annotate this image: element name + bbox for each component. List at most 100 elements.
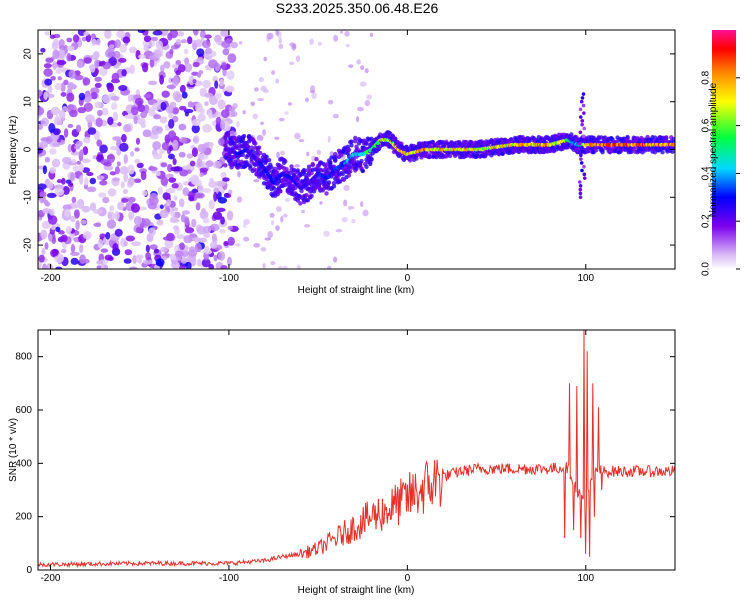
noise-cell [199, 88, 207, 93]
noise-cell [54, 187, 65, 196]
noise-cell [128, 211, 135, 220]
ridge-cell [339, 152, 344, 158]
noise-cell [199, 167, 209, 173]
noise-cell [154, 49, 162, 58]
ridge-cell [241, 133, 247, 139]
noise-cell [73, 145, 81, 150]
noise-cell [226, 256, 233, 267]
y-tick-label: -10 [23, 190, 34, 205]
ridge-cell [582, 126, 587, 131]
noise-cell [195, 202, 201, 211]
noise-cell [60, 92, 67, 97]
noise-cell [202, 79, 211, 89]
noise-cell [141, 189, 148, 197]
ridge-cell [266, 157, 272, 163]
noise-cell [173, 225, 179, 230]
noise-cell [230, 41, 239, 49]
noise-cell [58, 230, 65, 235]
noise-cell [145, 244, 150, 253]
noise-cell [128, 266, 138, 269]
noise-cell [179, 242, 185, 251]
noise-cell [98, 192, 107, 198]
noise-cell [133, 216, 142, 226]
noise-cell [250, 101, 255, 106]
noise-cell [176, 234, 186, 240]
noise-cell [69, 215, 76, 223]
noise-cell [169, 30, 179, 39]
ridge-cell [353, 139, 358, 144]
noise-cell [78, 175, 84, 185]
noise-cell [294, 132, 301, 140]
noise-cell [275, 206, 282, 212]
noise-cell [174, 92, 183, 103]
noise-cell [71, 196, 77, 204]
noise-cell [316, 149, 321, 156]
noise-cell [114, 166, 120, 175]
noise-cell [42, 208, 52, 214]
ridge-cell [447, 153, 453, 159]
noise-cell [143, 259, 154, 265]
noise-cell [213, 191, 218, 202]
noise-cell [168, 177, 177, 183]
noise-cell [275, 78, 280, 84]
noise-cell [191, 188, 199, 193]
noise-cell [101, 94, 112, 104]
noise-cell [205, 160, 214, 168]
ridge-cell [331, 184, 337, 189]
noise-cell [160, 101, 167, 111]
noise-cell [254, 87, 259, 92]
noise-cell [48, 233, 53, 242]
snr-y-axis-label: SNR (10 * v/v) [8, 418, 19, 482]
noise-cell [87, 127, 97, 135]
noise-cell [343, 184, 350, 192]
noise-cell [41, 248, 46, 255]
noise-cell [219, 120, 226, 130]
noise-cell [294, 164, 301, 168]
noise-cell [96, 260, 104, 265]
snr-series-line [38, 330, 675, 569]
noise-cell [38, 254, 45, 263]
noise-cell [103, 161, 112, 167]
noise-cell [108, 44, 115, 49]
noise-cell [191, 39, 198, 50]
ridge-cell [340, 172, 345, 177]
noise-cell [70, 257, 79, 265]
noise-cell [82, 77, 91, 86]
noise-cell [122, 124, 132, 133]
noise-cell [278, 117, 285, 122]
noise-cell [208, 181, 218, 188]
noise-cell [67, 81, 75, 91]
noise-cell [328, 99, 334, 105]
noise-cell [161, 90, 170, 98]
noise-cell [168, 112, 174, 119]
noise-cell [52, 38, 60, 49]
ridge-cell [580, 122, 584, 127]
noise-cell [107, 211, 113, 220]
noise-cell [278, 37, 282, 44]
noise-cell [359, 201, 364, 208]
y-tick-label: 20 [23, 48, 34, 60]
x-tick-label: 100 [577, 573, 594, 584]
noise-cell [118, 57, 127, 63]
noise-cell [155, 40, 163, 49]
ridge-cell [328, 160, 333, 166]
noise-cell [160, 162, 168, 168]
snr-panel: -200 -100 0 100 0 200 400 600 800 Height of stra… [8, 329, 676, 596]
ridge-cell [581, 92, 586, 96]
noise-cell [94, 76, 102, 82]
noise-cell [121, 69, 127, 77]
noise-cell [55, 226, 61, 232]
noise-cell [221, 109, 230, 118]
figure-title: S233.2025.350.06.48.E26 [276, 0, 439, 16]
noise-cell [104, 254, 113, 261]
noise-cell [171, 183, 179, 189]
noise-cell [38, 183, 47, 190]
noise-cell [319, 201, 323, 205]
noise-cell [135, 226, 143, 234]
noise-cell [232, 102, 238, 109]
noise-cell [284, 198, 291, 202]
noise-cell [89, 64, 96, 73]
noise-cell [238, 41, 243, 45]
noise-cell [236, 196, 243, 203]
